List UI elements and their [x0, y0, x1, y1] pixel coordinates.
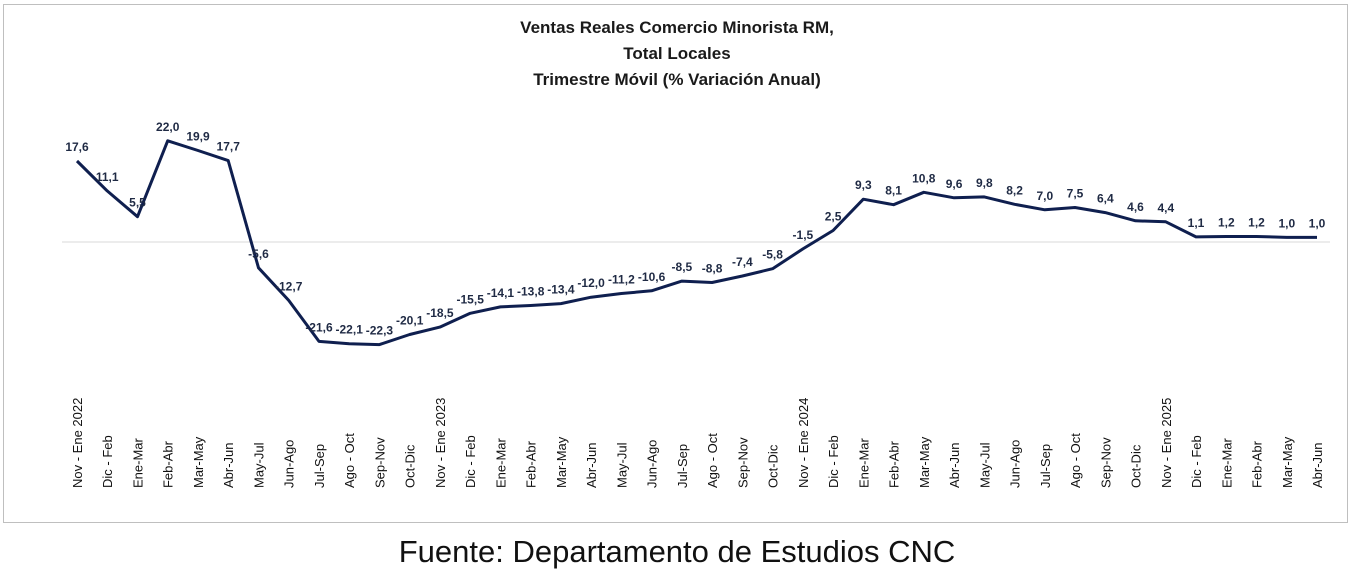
data-label: 1,2: [1248, 216, 1265, 230]
data-label: -11,2: [608, 273, 635, 287]
data-label: 4,6: [1127, 200, 1144, 214]
data-label: 8,2: [1006, 183, 1023, 197]
data-label: 22,0: [156, 120, 180, 134]
x-tick-label: Abr-Jun: [221, 442, 236, 488]
x-tick-label: Ene-Mar: [493, 437, 508, 488]
x-tick-label: Abr-Jun: [584, 442, 599, 488]
data-label: -13,4: [547, 283, 575, 297]
data-label: -8,5: [672, 260, 693, 274]
x-tick-label: Abr-Jun: [1310, 442, 1325, 488]
data-label: 17,6: [65, 140, 89, 154]
x-tick-label: Jun-Ago: [645, 440, 660, 488]
data-label: 6,4: [1097, 192, 1114, 206]
x-tick-label: Dic - Feb: [100, 435, 115, 488]
x-tick-label: Ene-Mar: [856, 437, 871, 488]
line-chart: Nov - Ene 2022 Dic - Feb Ene-Mar Feb-Abr Mar…: [62, 120, 1330, 488]
data-label: -14,1: [487, 286, 515, 300]
x-tick-label: Sep-Nov: [1098, 437, 1113, 488]
chart-title-line-1: Ventas Reales Comercio Minorista RM,: [520, 18, 834, 37]
x-tick-label: Nov - Ene 2023: [433, 398, 448, 488]
x-tick-label: Oct-Dic: [403, 444, 418, 488]
data-label: -22,1: [336, 323, 364, 337]
data-label: -8,8: [702, 262, 723, 276]
data-label: 7,5: [1067, 187, 1084, 201]
data-label: 7,0: [1036, 189, 1053, 203]
x-tick-label: Oct-Dic: [766, 444, 781, 488]
x-tick-label: Ene-Mar: [1219, 437, 1234, 488]
data-label: -5,8: [762, 248, 783, 262]
data-label: -13,8: [517, 285, 545, 299]
x-tick-label: Nov - Ene 2024: [796, 398, 811, 488]
x-tick-label: Mar-May: [1280, 436, 1295, 488]
x-tick-label: Feb-Abr: [887, 440, 902, 488]
chart-frame: [3, 4, 1348, 523]
x-tick-labels: Nov - Ene 2022 Dic - Feb Ene-Mar Feb-Abr Mar…: [70, 398, 1325, 488]
data-label: -10,6: [638, 270, 666, 284]
x-tick-label: Sep-Nov: [372, 437, 387, 488]
x-tick-label: May-Jul: [614, 442, 629, 488]
chart-title: Ventas Reales Comercio Minorista RM, Tot…: [0, 15, 1354, 93]
chart-title-line-2: Total Locales: [623, 44, 731, 63]
data-label: 5,5: [129, 196, 146, 210]
x-tick-label: Nov - Ene 2022: [70, 398, 85, 488]
data-label: 9,3: [855, 178, 872, 192]
data-label: 17,7: [217, 140, 241, 154]
x-tick-label: Jul-Sep: [675, 444, 690, 488]
x-tick-label: May-Jul: [977, 442, 992, 488]
data-label: 2,5: [825, 210, 842, 224]
data-label: 19,9: [186, 130, 210, 144]
data-label: 9,8: [976, 176, 993, 190]
data-label: -12,0: [577, 276, 605, 290]
data-label: -7,4: [732, 255, 753, 269]
x-tick-label: Mar-May: [554, 436, 569, 488]
x-tick-label: Nov - Ene 2025: [1159, 398, 1174, 488]
x-tick-label: Feb-Abr: [161, 440, 176, 488]
x-tick-label: Sep-Nov: [735, 437, 750, 488]
x-tick-label: Ago - Oct: [342, 433, 357, 488]
data-label: -21,6: [305, 320, 333, 334]
x-tick-label: Ago - Oct: [1068, 433, 1083, 488]
data-label: -22,3: [366, 324, 394, 338]
data-label: -15,5: [457, 292, 485, 306]
x-tick-label: Dic - Feb: [1189, 435, 1204, 488]
data-label: -12,7: [275, 279, 303, 293]
data-label: 1,2: [1218, 216, 1235, 230]
x-tick-label: Feb-Abr: [524, 440, 539, 488]
x-tick-label: Jul-Sep: [312, 444, 327, 488]
data-label: 1,0: [1309, 216, 1326, 230]
x-tick-label: Ene-Mar: [131, 437, 146, 488]
data-label: 4,4: [1157, 201, 1174, 215]
data-label: 11,1: [96, 170, 119, 184]
series-line: [75, 139, 1317, 347]
x-tick-label: Mar-May: [917, 436, 932, 488]
data-label: 8,1: [885, 184, 902, 198]
x-tick-label: Ago - Oct: [705, 433, 720, 488]
x-tick-label: Jun-Ago: [282, 440, 297, 488]
x-tick-label: Jun-Ago: [1008, 440, 1023, 488]
data-label: -1,5: [793, 228, 814, 242]
data-label: -20,1: [396, 314, 424, 328]
source-note: Fuente: Departamento de Estudios CNC: [398, 534, 956, 569]
data-label: 9,6: [946, 177, 963, 191]
x-tick-label: Abr-Jun: [947, 442, 962, 488]
data-label: -18,5: [426, 306, 454, 320]
data-label: 1,0: [1278, 216, 1295, 230]
chart-title-line-3: Trimestre Móvil (% Variación Anual): [533, 70, 821, 89]
data-label: -5,6: [248, 247, 269, 261]
data-labels: 17,611,15,522,019,917,7-5,6-12,7-21,6 -22…: [65, 120, 1325, 338]
x-tick-label: May-Jul: [252, 442, 267, 488]
x-tick-label: Dic - Feb: [463, 435, 478, 488]
x-tick-label: Jul-Sep: [1038, 444, 1053, 488]
data-label: 10,8: [912, 171, 936, 185]
x-tick-label: Oct-Dic: [1129, 444, 1144, 488]
data-label: 1,1: [1188, 216, 1205, 230]
x-tick-label: Mar-May: [191, 436, 206, 488]
x-tick-label: Dic - Feb: [826, 435, 841, 488]
x-tick-label: Feb-Abr: [1250, 440, 1265, 488]
